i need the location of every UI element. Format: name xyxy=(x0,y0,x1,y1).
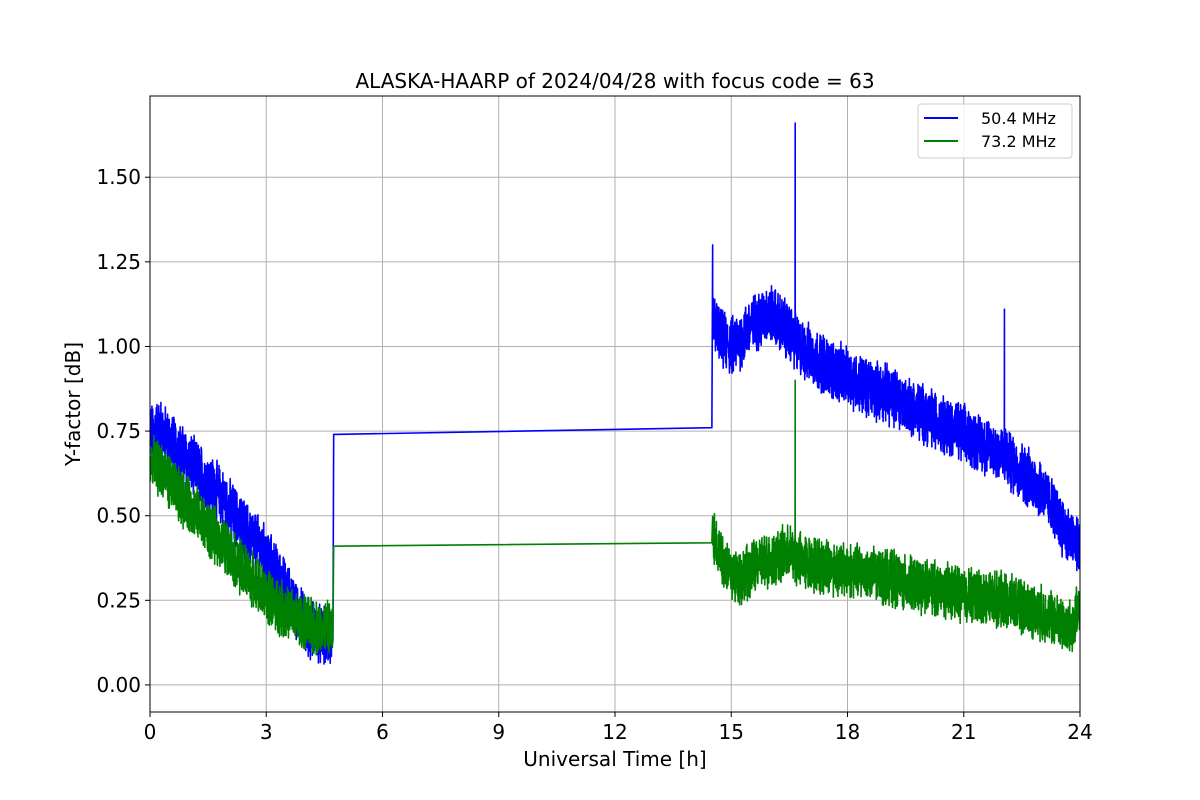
series-line-1 xyxy=(150,379,1080,656)
x-tick-label: 3 xyxy=(260,720,273,744)
legend-label-1: 73.2 MHz xyxy=(981,132,1056,151)
x-tick-label: 18 xyxy=(835,720,860,744)
x-tick-label: 0 xyxy=(144,720,157,744)
x-tick-label: 15 xyxy=(719,720,744,744)
chart-title: ALASKA-HAARP of 2024/04/28 with focus co… xyxy=(355,69,874,93)
legend-label-0: 50.4 MHz xyxy=(981,109,1056,128)
x-tick-label: 12 xyxy=(602,720,627,744)
x-tick-label: 21 xyxy=(951,720,976,744)
y-tick-label: 1.00 xyxy=(96,334,141,358)
y-tick-label: 1.50 xyxy=(96,165,141,189)
x-tick-label: 24 xyxy=(1067,720,1092,744)
x-tick-label: 9 xyxy=(492,720,505,744)
x-axis-ticks: 0 3 6 9 12 15 18 21 24 xyxy=(144,712,1093,744)
y-tick-label: 0.00 xyxy=(96,673,141,697)
y-tick-label: 0.50 xyxy=(96,504,141,528)
series-layer xyxy=(150,122,1080,665)
y-tick-label: 0.25 xyxy=(96,588,141,612)
series-line-0 xyxy=(150,122,1080,665)
x-tick-label: 6 xyxy=(376,720,389,744)
x-axis-label: Universal Time [h] xyxy=(523,747,706,771)
y-tick-label: 1.25 xyxy=(96,250,141,274)
legend: 50.4 MHz 73.2 MHz xyxy=(917,103,1073,159)
y-tick-label: 0.75 xyxy=(96,419,141,443)
y-axis-ticks: 0.00 0.25 0.50 0.75 1.00 1.25 1.50 xyxy=(96,165,150,697)
y-axis-label: Y-factor [dB] xyxy=(61,342,85,467)
